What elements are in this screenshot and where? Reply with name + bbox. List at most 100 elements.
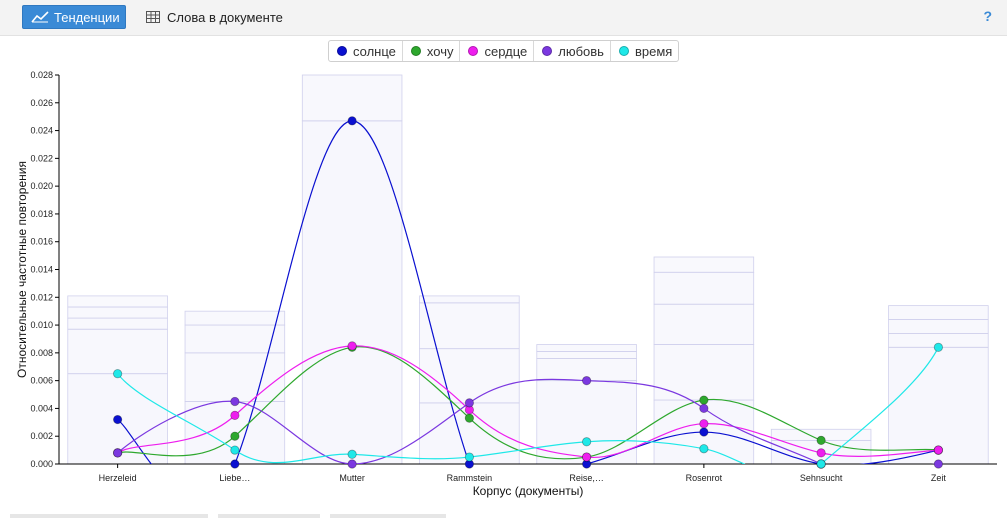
stack-bar-segment [419, 302, 520, 350]
stack-bar-segment [653, 344, 755, 401]
data-point-2 [933, 445, 943, 455]
stack-bar-segment [536, 380, 637, 465]
tab-words-in-document[interactable]: Слова в документе [146, 5, 283, 29]
y-tick-label: 0.004 [30, 403, 53, 413]
data-point-1 [464, 413, 474, 423]
x-tick-label: Mutter [339, 473, 365, 483]
data-point-3 [347, 459, 357, 469]
x-tick-label: Zeit [931, 473, 947, 483]
x-tick-label: Sehnsucht [800, 473, 843, 483]
series-line-4 [117, 347, 939, 464]
data-point-4 [464, 452, 474, 462]
legend-dot [337, 46, 347, 56]
legend-item-0[interactable]: солнце [329, 41, 403, 61]
data-point-3 [113, 448, 123, 458]
y-tick-label: 0.018 [30, 209, 53, 219]
stack-bar-segment [301, 120, 403, 465]
legend-item-4[interactable]: время [611, 41, 678, 61]
data-point-2 [699, 419, 709, 429]
legend-label: сердце [484, 43, 528, 59]
tab-trends-label: Тенденции [54, 9, 120, 25]
data-point-4 [933, 342, 943, 352]
series-line-3 [117, 378, 939, 464]
stack-bar-segment [301, 74, 403, 122]
data-point-4 [347, 449, 357, 459]
y-tick-label: 0.008 [30, 348, 53, 358]
stack-bar-segment [888, 305, 989, 320]
y-tick-label: 0.026 [30, 98, 53, 108]
y-tick-label: 0.028 [30, 70, 53, 80]
y-axis-title: Относительные частотные повторения [15, 161, 29, 378]
toolbar: Тенденции Слова в документе ? [0, 0, 1007, 36]
y-tick-label: 0.012 [30, 292, 53, 302]
y-tick-label: 0.006 [30, 376, 53, 386]
data-point-0 [347, 116, 357, 126]
stack-bar-segment [67, 295, 168, 308]
legend-dot [410, 46, 421, 56]
table-icon [146, 11, 160, 23]
chart-legend: солнце хочу сердце любовь время [328, 40, 680, 62]
stack-bar-segment [67, 328, 168, 375]
legend-dot [468, 46, 479, 56]
legend-item-3[interactable]: любовь [534, 41, 611, 61]
x-tick-label: Reise,… [569, 473, 604, 483]
data-point-1 [230, 431, 240, 441]
stack-bar-segment [536, 351, 637, 359]
line-chart-icon [31, 11, 49, 23]
data-point-4 [230, 445, 240, 455]
y-tick-label: 0.010 [30, 320, 53, 330]
data-point-0 [230, 459, 240, 469]
stack-bar-segment [67, 317, 168, 330]
data-point-3 [699, 403, 709, 414]
x-tick-label: Rammstein [447, 473, 493, 483]
tab-words-label: Слова в документе [167, 9, 283, 25]
stack-bar-segment [653, 256, 755, 273]
legend-label: время [634, 43, 673, 59]
data-point-2 [230, 410, 240, 420]
y-tick-label: 0.002 [30, 431, 53, 441]
data-point-1 [816, 435, 826, 445]
data-point-3 [933, 459, 943, 469]
tab-trends[interactable]: Тенденции [22, 5, 126, 29]
y-tick-label: 0.016 [30, 237, 53, 247]
stack-bar-segment [419, 295, 520, 304]
data-point-1 [699, 395, 709, 405]
stack-bar-segment [67, 306, 168, 319]
y-tick-label: 0.020 [30, 181, 53, 191]
stack-bar-segment [888, 319, 989, 334]
stack-bar-segment [536, 344, 637, 352]
x-tick-label: Herzeleid [99, 473, 137, 483]
legend-item-2[interactable]: сердце [460, 41, 535, 61]
stack-bar-segment [419, 348, 520, 404]
data-point-0 [699, 427, 709, 437]
legend-item-1[interactable]: хочу [403, 41, 461, 61]
stack-bar-segment [653, 303, 755, 345]
y-tick-label: 0.014 [30, 265, 53, 275]
series-line-2 [117, 345, 939, 458]
data-point-2 [816, 448, 826, 458]
data-point-2 [582, 452, 592, 462]
data-point-4 [113, 369, 123, 379]
data-point-3 [230, 396, 240, 407]
legend-label: хочу [426, 43, 454, 59]
data-point-4 [816, 459, 826, 469]
legend-dot [542, 46, 553, 56]
data-point-4 [582, 437, 592, 447]
stack-bar-segment [184, 310, 286, 326]
x-tick-label: Liebe… [219, 473, 250, 483]
legend-dot [618, 46, 629, 56]
data-point-3 [582, 376, 592, 386]
x-tick-label: Rosenrot [686, 473, 723, 483]
x-axis-title: Корпус (документы) [473, 484, 584, 498]
legend-label: солнце [353, 43, 396, 59]
data-point-3 [464, 398, 474, 408]
help-icon[interactable]: ? [983, 8, 992, 24]
data-point-2 [347, 341, 357, 351]
stack-bar-segment [653, 271, 755, 305]
y-tick-label: 0.022 [30, 153, 53, 163]
y-tick-label: 0.024 [30, 126, 53, 136]
y-tick-label: 0.000 [30, 459, 53, 469]
data-point-0 [113, 414, 123, 425]
legend-label: любовь [558, 43, 604, 59]
trends-chart: 0.000 0.002 0.004 0.006 0.008 0.010 0.012 0.014… [15, 70, 997, 498]
